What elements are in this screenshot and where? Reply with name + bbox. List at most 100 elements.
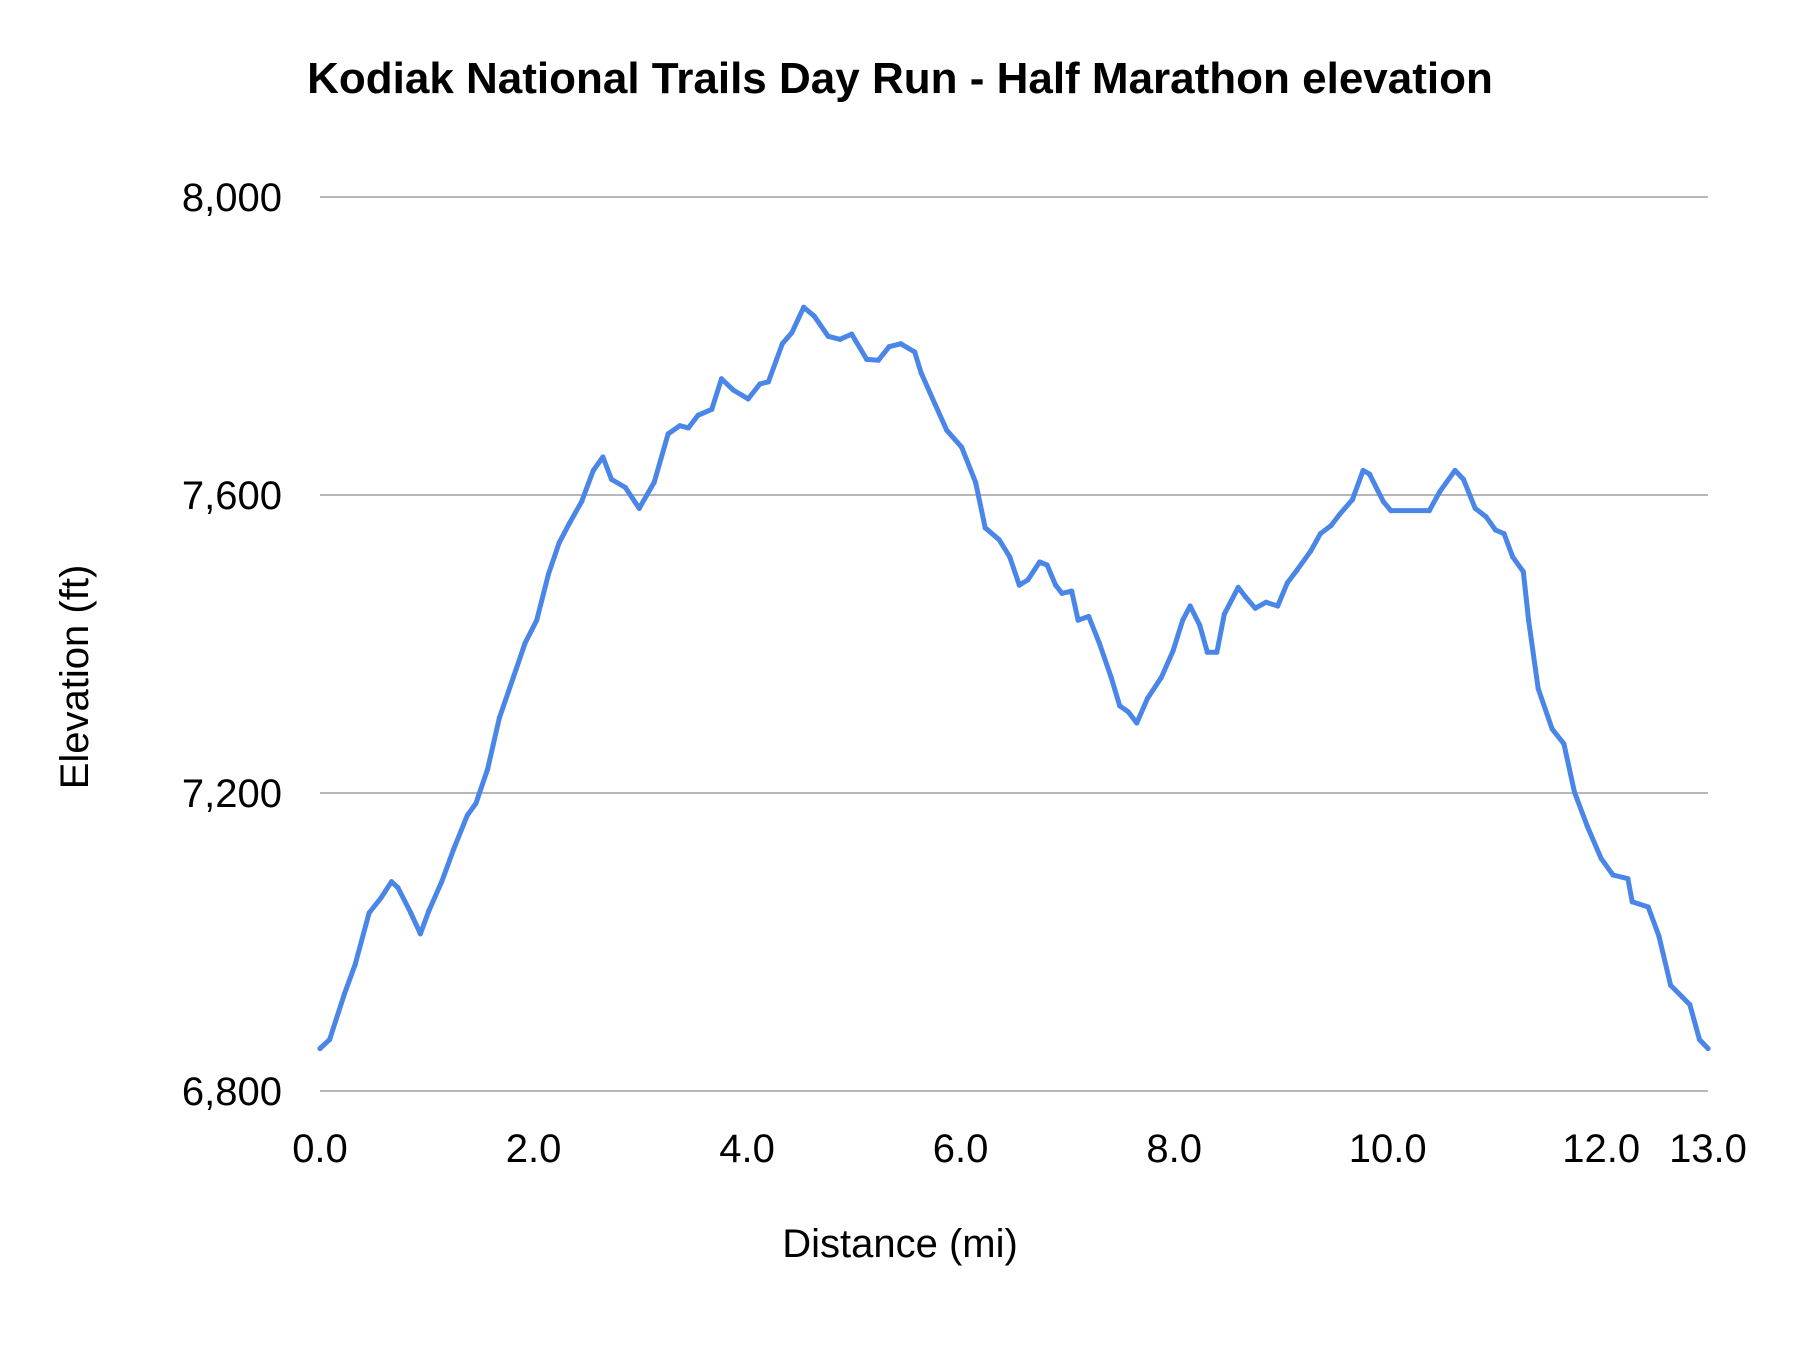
data-point — [1360, 467, 1366, 474]
data-point — [1125, 709, 1131, 715]
data-point — [849, 331, 855, 337]
data-point — [567, 519, 573, 526]
x-tick-label: 12.0 — [1562, 1127, 1640, 1171]
data-point — [1180, 617, 1186, 623]
data-point — [837, 336, 843, 342]
data-point — [317, 1045, 323, 1052]
data-point — [1263, 599, 1269, 605]
data-point — [886, 344, 892, 350]
data-point — [534, 617, 540, 623]
data-point — [695, 412, 701, 418]
data-point — [545, 571, 552, 577]
data-point — [1275, 603, 1281, 609]
data-point — [1668, 982, 1674, 988]
data-point — [1037, 559, 1043, 565]
x-tick-label: 13.0 — [1669, 1127, 1747, 1171]
data-point — [1629, 899, 1635, 905]
data-point — [341, 990, 348, 997]
data-point — [1696, 1036, 1703, 1043]
data-point — [1016, 582, 1022, 588]
data-point — [608, 476, 615, 482]
data-point — [825, 333, 831, 339]
data-point — [1452, 467, 1458, 474]
data-point — [1187, 603, 1193, 609]
data-point — [875, 357, 882, 363]
data-point — [1426, 508, 1432, 514]
y-axis-label: Elevation (ft) — [53, 565, 97, 790]
data-point — [1069, 588, 1075, 594]
y-tick-label: 8,000 — [182, 176, 282, 220]
data-point — [1549, 726, 1555, 732]
data-point — [972, 479, 979, 485]
data-point — [1501, 531, 1507, 537]
data-point — [1197, 622, 1203, 628]
data-point — [982, 525, 988, 531]
data-point — [1645, 904, 1651, 910]
data-point — [1687, 1001, 1693, 1008]
data-point — [1679, 994, 1685, 1000]
data-point — [1117, 703, 1123, 709]
series-line-group — [317, 304, 1711, 1052]
data-point — [1437, 488, 1443, 494]
data-point — [757, 381, 763, 387]
data-point — [1134, 720, 1140, 726]
data-point — [366, 910, 372, 916]
data-point — [685, 425, 691, 431]
data-point — [327, 1036, 333, 1043]
x-tick-label: 8.0 — [1146, 1127, 1202, 1171]
data-point — [1561, 741, 1567, 747]
data-point — [510, 674, 516, 681]
data-point — [1460, 476, 1467, 482]
data-point — [1520, 569, 1526, 575]
y-tick-label: 7,600 — [182, 474, 282, 518]
data-point — [1144, 695, 1151, 701]
data-point — [1214, 649, 1220, 655]
data-point — [665, 431, 671, 437]
data-point — [944, 427, 950, 433]
y-tick-label: 7,200 — [182, 772, 282, 816]
data-point — [789, 329, 795, 336]
y-axis-ticks: 6,800 7,200 7,600 8,000 — [182, 176, 282, 1114]
data-point — [677, 423, 683, 429]
data-point — [1235, 584, 1241, 590]
data-point — [1096, 640, 1103, 646]
data-point — [352, 961, 358, 967]
data-point — [1535, 686, 1541, 692]
data-point — [718, 376, 725, 382]
data-point — [1625, 876, 1631, 882]
data-point — [1170, 648, 1176, 654]
data-point — [811, 313, 817, 319]
data-point — [426, 908, 432, 914]
data-point — [636, 505, 642, 512]
x-tick-label: 4.0 — [719, 1127, 775, 1171]
data-point — [1472, 505, 1478, 512]
data-point — [590, 467, 596, 474]
data-point — [1388, 508, 1394, 514]
data-point — [651, 479, 657, 485]
x-axis-label: Distance (mi) — [782, 1222, 1018, 1266]
x-axis-ticks: 0.0 2.0 4.0 6.0 8.0 10.0 12.0 13.0 — [292, 1127, 1747, 1171]
data-point — [1584, 823, 1590, 830]
data-point — [485, 766, 491, 772]
y-tick-label: 6,800 — [182, 1070, 282, 1114]
gridlines — [320, 196, 1708, 1092]
data-point — [1526, 617, 1532, 623]
data-point — [1007, 554, 1013, 560]
data-point — [1044, 562, 1050, 568]
data-point — [439, 879, 445, 885]
data-point — [450, 847, 457, 853]
data-point — [779, 341, 785, 347]
data-point — [1705, 1045, 1711, 1052]
data-point — [417, 931, 423, 937]
data-point — [388, 879, 395, 885]
x-tick-label: 10.0 — [1349, 1127, 1427, 1171]
data-point — [496, 715, 502, 721]
data-point — [1656, 933, 1662, 939]
data-point — [898, 341, 904, 347]
data-point — [464, 812, 470, 818]
data-point — [1204, 649, 1210, 655]
data-point — [730, 387, 736, 393]
data-point — [600, 454, 606, 460]
data-point — [1059, 590, 1065, 596]
